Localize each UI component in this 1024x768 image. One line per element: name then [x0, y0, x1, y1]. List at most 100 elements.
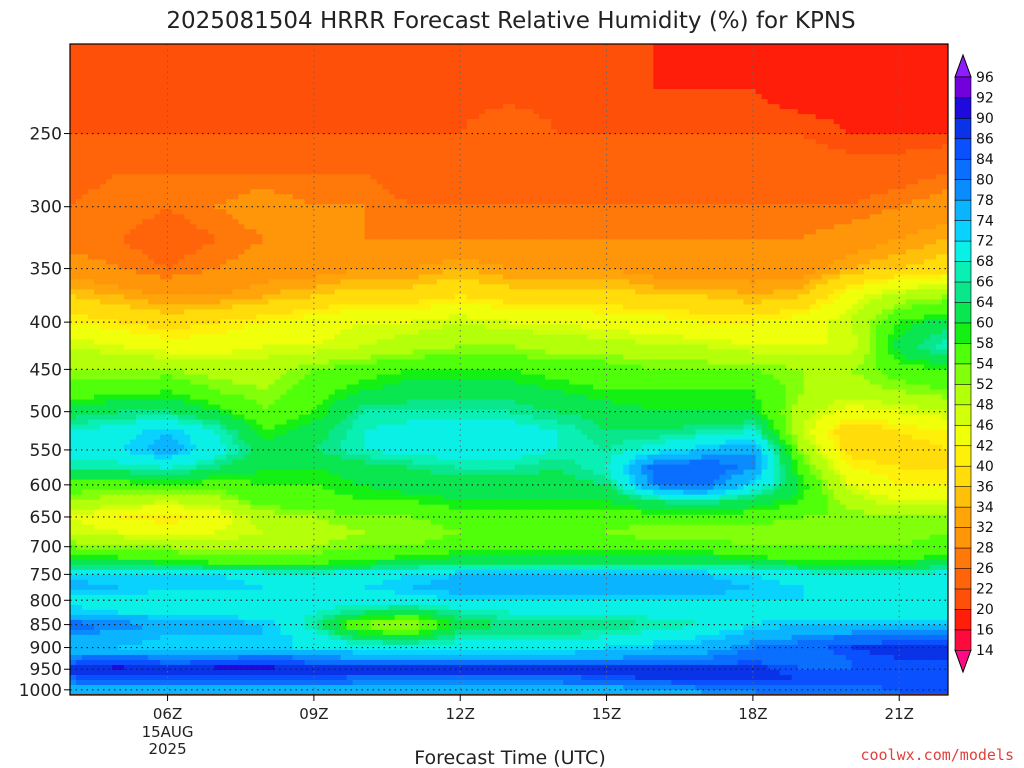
humidity-cell: [214, 669, 221, 676]
humidity-cell: [208, 514, 215, 521]
humidity-cell: [256, 74, 264, 80]
humidity-cell: [184, 379, 191, 386]
humidity-cell: [286, 204, 294, 210]
humidity-cell: [286, 354, 294, 361]
humidity-cell: [136, 599, 143, 606]
humidity-cell: [82, 564, 89, 571]
humidity-cell: [256, 189, 264, 195]
humidity-cell: [256, 79, 264, 85]
humidity-cell: [202, 259, 209, 265]
humidity-cell: [238, 674, 245, 681]
humidity-cell: [238, 594, 245, 601]
humidity-cell: [202, 214, 209, 220]
humidity-cell: [190, 639, 197, 646]
humidity-cell: [286, 379, 294, 386]
humidity-cell: [286, 139, 294, 145]
humidity-cell: [70, 439, 77, 446]
humidity-cell: [280, 109, 288, 115]
humidity-cell: [196, 674, 203, 681]
humidity-cell: [244, 159, 252, 165]
humidity-cell: [106, 594, 113, 601]
humidity-cell: [148, 384, 155, 391]
humidity-cell: [190, 354, 197, 361]
humidity-cell: [154, 434, 161, 441]
humidity-cell: [232, 469, 239, 476]
humidity-cell: [88, 74, 95, 80]
humidity-cell: [286, 149, 294, 155]
humidity-cell: [226, 69, 233, 75]
humidity-cell: [214, 244, 221, 250]
humidity-cell: [238, 104, 245, 110]
humidity-cell: [268, 649, 276, 656]
humidity-cell: [262, 299, 270, 305]
humidity-cell: [154, 359, 161, 366]
humidity-cell: [100, 424, 107, 431]
humidity-cell: [196, 259, 203, 265]
humidity-cell: [82, 169, 89, 175]
humidity-cell: [208, 579, 215, 586]
humidity-cell: [82, 504, 89, 511]
humidity-cell: [226, 404, 233, 411]
humidity-cell: [130, 114, 137, 120]
humidity-cell: [274, 314, 282, 321]
humidity-cell: [154, 479, 161, 486]
humidity-cell: [262, 224, 270, 230]
humidity-cell: [118, 669, 125, 676]
humidity-cell: [238, 314, 245, 321]
humidity-cell: [256, 444, 264, 451]
humidity-cell: [142, 444, 149, 451]
humidity-cell: [76, 174, 83, 180]
humidity-cell: [196, 509, 203, 516]
humidity-cell: [136, 84, 143, 90]
humidity-cell: [172, 409, 179, 416]
humidity-cell: [274, 364, 282, 371]
humidity-cell: [94, 244, 101, 250]
humidity-cell: [142, 129, 149, 135]
humidity-cell: [88, 309, 95, 316]
humidity-cell: [250, 239, 258, 245]
humidity-cell: [208, 509, 215, 516]
humidity-cell: [130, 574, 137, 581]
humidity-cell: [262, 444, 270, 451]
humidity-cell: [274, 474, 282, 481]
humidity-cell: [250, 379, 258, 386]
humidity-cell: [292, 139, 300, 145]
humidity-cell: [148, 569, 155, 576]
humidity-cell: [88, 664, 95, 671]
humidity-cell: [214, 474, 221, 481]
humidity-cell: [226, 679, 233, 686]
humidity-cell: [112, 94, 119, 100]
humidity-cell: [286, 524, 294, 531]
humidity-cell: [172, 499, 179, 506]
humidity-cell: [154, 674, 161, 681]
humidity-cell: [142, 304, 149, 311]
humidity-cell: [256, 264, 264, 270]
humidity-cell: [136, 114, 143, 120]
humidity-cell: [148, 574, 155, 581]
humidity-cell: [130, 369, 137, 376]
humidity-cell: [232, 609, 239, 616]
humidity-cell: [184, 674, 191, 681]
humidity-cell: [208, 334, 215, 341]
humidity-cell: [160, 264, 167, 270]
humidity-cell: [142, 109, 149, 115]
humidity-cell: [130, 669, 137, 676]
humidity-cell: [94, 179, 101, 185]
humidity-cell: [244, 109, 252, 115]
humidity-cell: [106, 404, 113, 411]
humidity-cell: [220, 404, 227, 411]
humidity-cell: [220, 329, 227, 336]
humidity-cell: [172, 224, 179, 230]
humidity-cell: [136, 384, 143, 391]
humidity-cell: [214, 674, 221, 681]
humidity-cell: [178, 144, 185, 150]
humidity-cell: [136, 369, 143, 376]
humidity-cell: [172, 414, 179, 421]
humidity-cell: [208, 209, 215, 215]
humidity-cell: [88, 334, 95, 341]
humidity-cell: [136, 539, 143, 546]
humidity-cell: [94, 209, 101, 215]
humidity-cell: [106, 364, 113, 371]
humidity-cell: [148, 549, 155, 556]
humidity-cell: [70, 304, 77, 311]
